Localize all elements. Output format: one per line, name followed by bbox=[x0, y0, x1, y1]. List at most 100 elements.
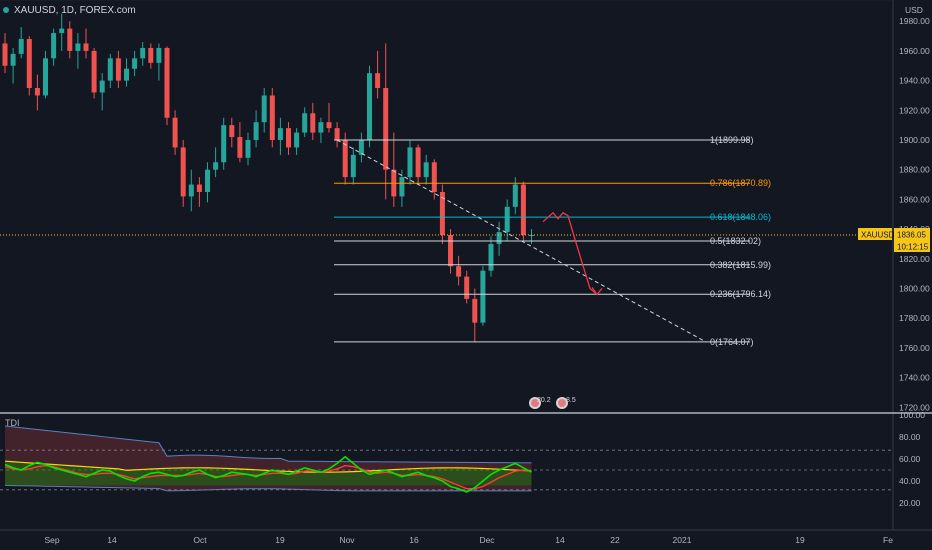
candle-up bbox=[99, 80, 105, 93]
tdi-axis: 100.00 80.00 60.00 40.00 20.00 bbox=[899, 410, 925, 508]
price-tick-label: 1720.00 bbox=[899, 402, 930, 412]
candle-up bbox=[75, 43, 81, 51]
price-tag-text: 1836.05 bbox=[897, 231, 926, 240]
candle-down bbox=[83, 43, 89, 51]
event-badge-2-text: 8.5 bbox=[566, 397, 576, 404]
candle-down bbox=[439, 191, 445, 236]
candle-down bbox=[342, 140, 348, 178]
price-tick-label: 1940.00 bbox=[899, 76, 930, 86]
candle-up bbox=[302, 113, 308, 133]
candle-down bbox=[229, 125, 235, 138]
candle-up bbox=[124, 68, 129, 81]
candle-up bbox=[140, 47, 146, 59]
projection-arrow-icon bbox=[591, 287, 603, 296]
candle-down bbox=[464, 276, 470, 299]
candle-up bbox=[51, 33, 57, 59]
candle-down bbox=[91, 50, 97, 93]
candle-up bbox=[59, 28, 65, 34]
candle-down bbox=[196, 184, 202, 192]
candle-up bbox=[480, 270, 486, 323]
current-price-tag: XAUUSD 1836.05 10:12:15 bbox=[858, 228, 930, 252]
time-tick-label: 16 bbox=[409, 535, 419, 545]
candle-up bbox=[358, 140, 364, 155]
candle-down bbox=[456, 266, 462, 277]
chart-title: XAUUSD, 1D, FOREX.com bbox=[14, 5, 136, 16]
fib-level-label: 1(1899.98) bbox=[710, 135, 754, 145]
fib-level-label: 0.786(1870.89) bbox=[710, 178, 771, 188]
candle-up bbox=[253, 122, 259, 140]
event-badge-2[interactable]: 8.5 bbox=[556, 397, 576, 409]
candle-down bbox=[26, 39, 32, 89]
fib-level-label: 0.382(1815.99) bbox=[710, 260, 771, 270]
price-tick-label: 1820.00 bbox=[899, 254, 930, 264]
candle-up bbox=[512, 184, 518, 207]
candles-layer bbox=[2, 13, 534, 342]
price-tick-label: 1920.00 bbox=[899, 105, 930, 115]
price-tick-label: 1980.00 bbox=[899, 16, 930, 26]
candle-up bbox=[188, 184, 194, 197]
candle-up bbox=[504, 206, 510, 233]
candle-down bbox=[180, 147, 186, 197]
countdown-tag-text: 10:12:15 bbox=[897, 243, 929, 252]
candle-down bbox=[431, 162, 437, 192]
time-axis[interactable]: Sep 14 Oct 19 Nov 16 Dec 14 22 2021 19 Fe bbox=[44, 535, 893, 545]
candle-up bbox=[261, 95, 267, 123]
fib-retracement[interactable]: 1(1899.98) 0.786(1870.89) 0.618(1848.06) 0.… bbox=[334, 135, 771, 347]
time-tick-label: 22 bbox=[610, 535, 620, 545]
tdi-lower-band bbox=[4, 484, 532, 492]
candle-up bbox=[407, 147, 413, 178]
price-tick-label: 1880.00 bbox=[899, 165, 930, 175]
candle-up bbox=[277, 128, 283, 140]
candle-down bbox=[67, 28, 73, 51]
candle-up bbox=[107, 58, 113, 81]
fib-level-label: 0.618(1848.06) bbox=[710, 212, 771, 222]
time-tick-label: Oct bbox=[193, 535, 207, 545]
candle-down bbox=[269, 95, 275, 140]
fib-level-label: 0.236(1796.14) bbox=[710, 289, 771, 299]
event-badge-1-text: 20.2 bbox=[537, 397, 551, 404]
candle-up bbox=[399, 177, 405, 197]
candle-down bbox=[383, 88, 389, 170]
drawings-layer[interactable] bbox=[0, 139, 893, 343]
candle-down bbox=[415, 147, 421, 178]
tdi-upper-band bbox=[4, 425, 532, 464]
tdi-tick-label: 20.00 bbox=[899, 498, 921, 508]
price-tick-label: 1900.00 bbox=[899, 135, 930, 145]
candle-up bbox=[245, 140, 251, 158]
event-badge-1[interactable]: 20.2 bbox=[529, 397, 551, 409]
time-tick-label: 14 bbox=[555, 535, 565, 545]
candle-up bbox=[294, 132, 300, 148]
tdi-tick-label: 80.00 bbox=[899, 432, 921, 442]
candle-down bbox=[115, 58, 121, 81]
candle-down bbox=[164, 47, 170, 118]
candle-down bbox=[472, 298, 478, 323]
candle-down bbox=[448, 235, 453, 267]
fib-level-label: 0(1764.07) bbox=[710, 337, 754, 347]
trend-line[interactable] bbox=[336, 139, 707, 343]
candle-up bbox=[318, 122, 324, 133]
candle-up bbox=[10, 53, 16, 66]
price-tick-label: 1780.00 bbox=[899, 313, 930, 323]
price-tick-label: 1740.00 bbox=[899, 373, 930, 383]
tdi-market-base-line bbox=[4, 460, 532, 473]
time-tick-label: Fe bbox=[883, 535, 893, 545]
candle-up bbox=[205, 169, 210, 192]
time-tick-label: Dec bbox=[479, 535, 495, 545]
tdi-tick-label: 40.00 bbox=[899, 476, 921, 486]
candle-up bbox=[423, 162, 429, 178]
candle-down bbox=[237, 137, 243, 158]
tdi-tick-label: 100.00 bbox=[899, 410, 925, 420]
candle-up bbox=[221, 125, 227, 163]
price-tick-label: 1800.00 bbox=[899, 284, 930, 294]
candle-up bbox=[496, 232, 502, 244]
tdi-indicator bbox=[0, 425, 893, 493]
tdi-title: TDI bbox=[5, 418, 20, 428]
candle-down bbox=[172, 117, 178, 148]
projection-path[interactable] bbox=[542, 211, 598, 295]
candle-down bbox=[310, 113, 316, 133]
symbol-tag bbox=[858, 228, 892, 240]
candle-up bbox=[156, 47, 162, 63]
candle-down bbox=[148, 47, 154, 63]
